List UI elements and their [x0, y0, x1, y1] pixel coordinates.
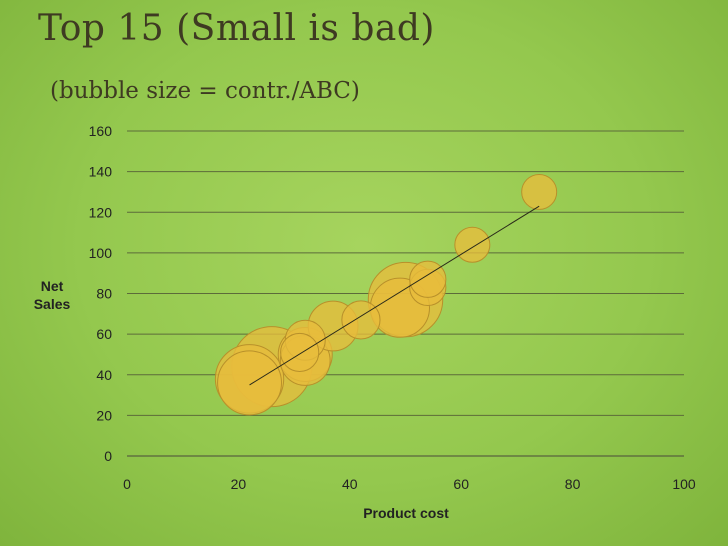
y-tick-label: 0 — [104, 448, 112, 464]
y-tick-label: 100 — [89, 245, 113, 261]
bubble — [521, 173, 558, 210]
bubble — [217, 350, 282, 416]
trendline — [249, 205, 540, 386]
x-tick-label: 60 — [453, 476, 469, 492]
x-tick-label: 0 — [123, 476, 131, 492]
y-tick-label: 140 — [89, 164, 113, 180]
x-tick-label: 40 — [342, 476, 358, 492]
y-axis-ticks: 0 20 40 60 80 100 120 140 160 — [89, 123, 113, 464]
y-tick-label: 120 — [89, 204, 113, 220]
x-tick-label: 20 — [231, 476, 247, 492]
x-tick-label: 100 — [672, 476, 696, 492]
bubble — [280, 332, 320, 372]
y-axis-title-line-2: Sales — [34, 296, 71, 312]
bubbles — [214, 173, 558, 416]
chart-title: Top 15 (Small is bad) — [38, 8, 435, 49]
y-tick-label: 80 — [96, 286, 112, 302]
y-tick-label: 160 — [89, 123, 113, 139]
x-tick-label: 80 — [565, 476, 581, 492]
x-axis-ticks: 0 20 40 60 80 100 — [123, 476, 696, 492]
y-tick-label: 60 — [96, 326, 112, 342]
x-axis-title: Product cost — [363, 505, 449, 521]
y-axis-title-line-1: Net — [41, 278, 64, 294]
y-tick-label: 40 — [96, 367, 112, 383]
bubble — [409, 260, 447, 298]
bubble — [341, 300, 381, 340]
bubble — [454, 226, 491, 263]
chart-subtitle: (bubble size = contr./ABC) — [50, 78, 360, 104]
y-tick-label: 20 — [96, 407, 112, 423]
